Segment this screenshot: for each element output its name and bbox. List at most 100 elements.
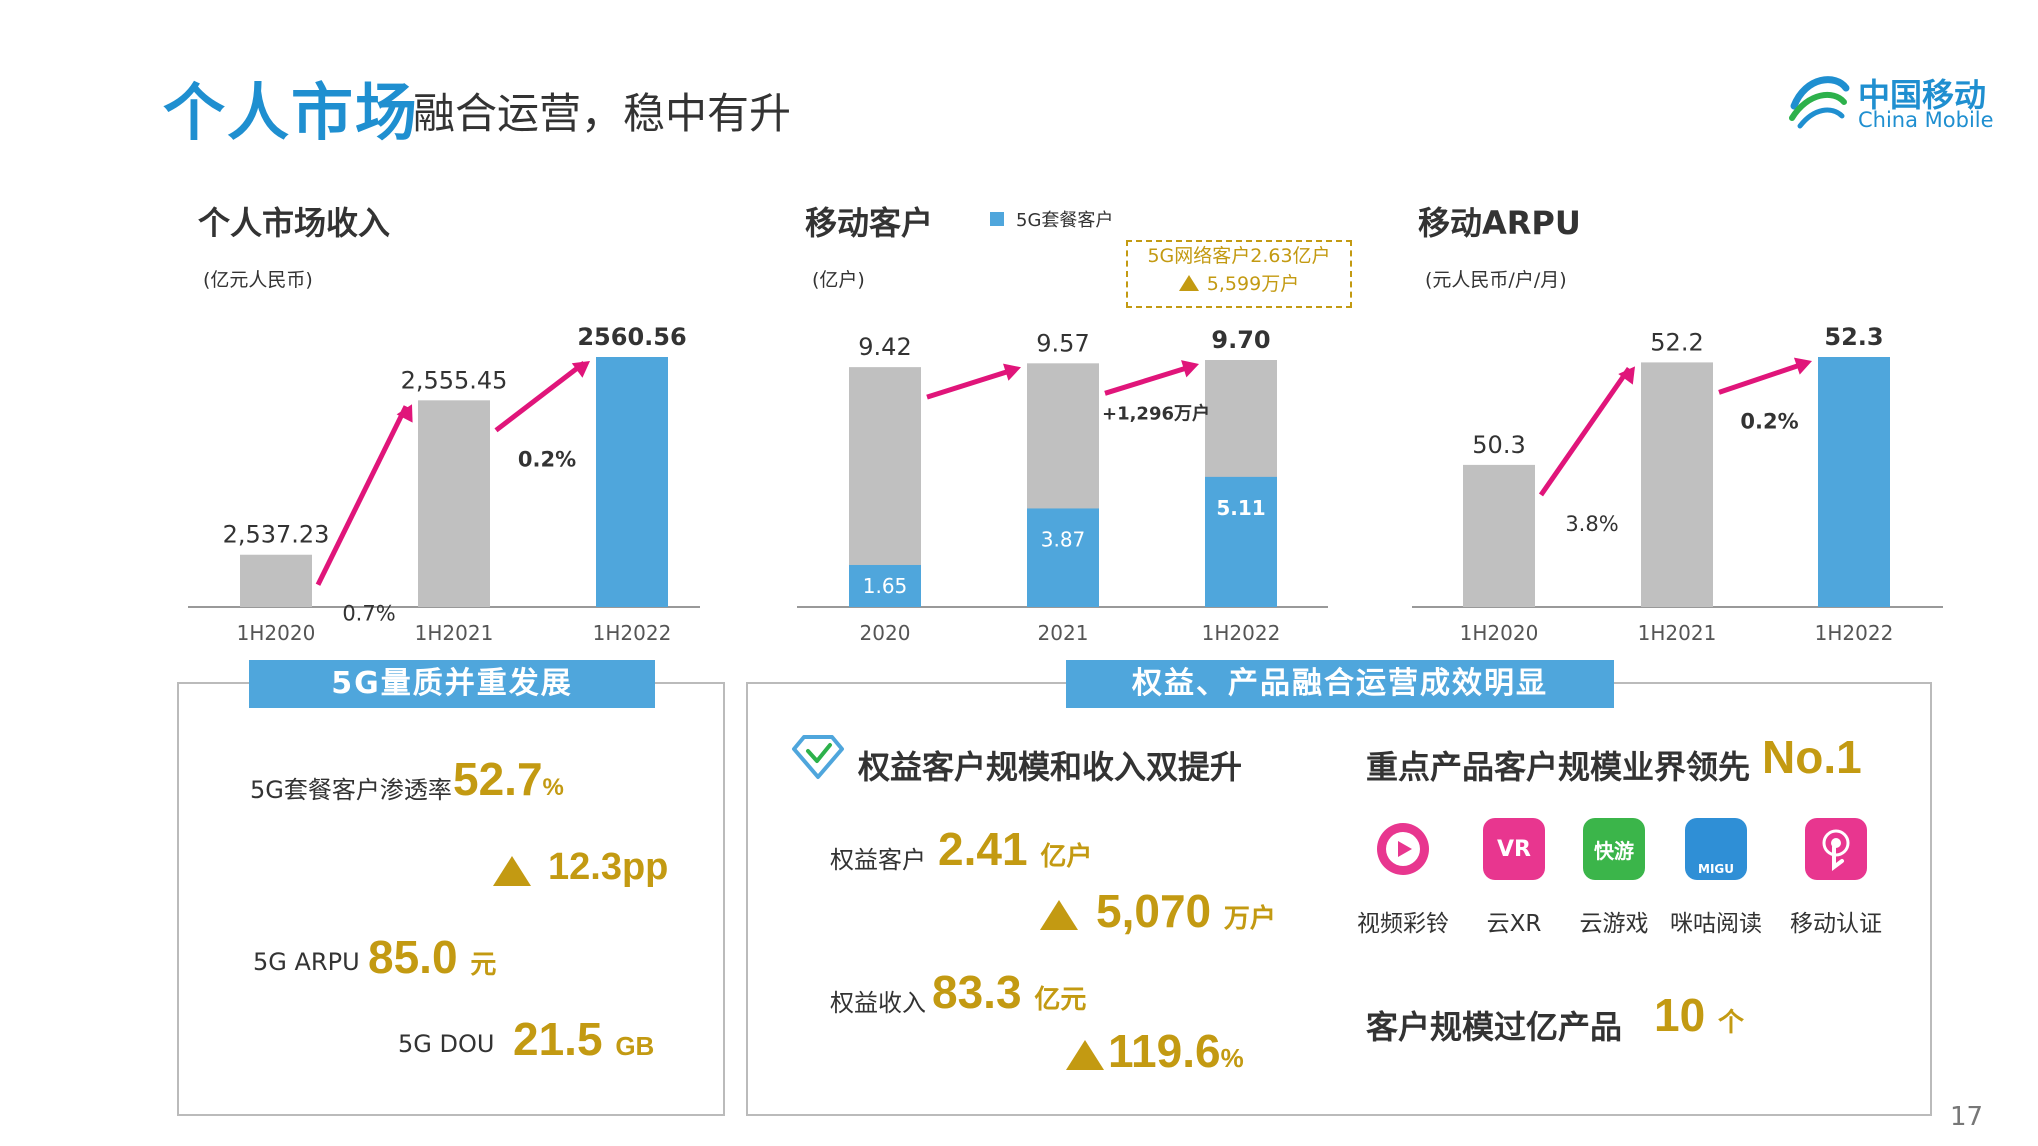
callout-line2-text: 5,599万户 (1206, 273, 1300, 295)
chart1-tick-label-1H2021: 1H2021 (415, 621, 494, 645)
rights-customers-change-unit: 万户 (1223, 903, 1276, 933)
chart1-growth-label-2: 0.2% (518, 447, 576, 471)
up-triangle-icon (1040, 900, 1078, 934)
rights-revenue-number: 83.3 (932, 966, 1022, 1018)
dou-5g-label: 5G DOU (398, 1030, 495, 1058)
rights-revenue-change-number: 119.6 (1108, 1025, 1221, 1077)
chart1-title: 个人市场收入 (198, 204, 391, 242)
rights-customers-number: 2.41 (938, 823, 1028, 875)
chart3-growth-arrow-2-line (1718, 360, 1807, 395)
rights-revenue-change-unit: % (1220, 1043, 1244, 1073)
chart3-value-label-1H2021: 52.2 (1650, 328, 1703, 356)
chart1-growth-arrow-2-line (494, 361, 586, 433)
chart3-growth-label-2: 0.2% (1740, 409, 1798, 433)
chart1-value-label-1H2020: 2,537.23 (223, 521, 330, 549)
chart2-growth-arrow-2-line (1104, 363, 1194, 396)
chart1-value-label-1H2021: 2,555.45 (401, 366, 508, 394)
migu-reading-icon: MIGU (1685, 818, 1747, 880)
chart2-value-label-2020: 9.42 (858, 333, 911, 361)
penetration-change: 12.3pp (548, 846, 669, 888)
mobile-auth-icon (1805, 818, 1867, 880)
chart1-bar-1H2020 (240, 554, 312, 607)
chart3-bar-1H2021 (1641, 362, 1713, 607)
callout-line1: 5G网络客户2.63亿户 (1147, 245, 1331, 267)
chart2-5g-bar-2020 (849, 564, 921, 607)
callout-line2: 5,599万户 (1128, 270, 1350, 298)
page-number: 17 (1950, 1102, 1984, 1132)
arpu-5g-number: 85.0 (368, 931, 458, 983)
chart3-value-label-1H2022: 52.3 (1824, 323, 1883, 351)
chart2-tick-label-2021: 2021 (1038, 621, 1089, 645)
up-triangle-icon (1066, 1040, 1104, 1074)
up-triangle-icon (1178, 275, 1199, 291)
dou-5g-unit: GB (615, 1031, 655, 1061)
diamond-check-icon (792, 735, 844, 779)
penetration-value: 52.7% (453, 752, 564, 806)
chart3-growth-arrow-1-line (1538, 366, 1632, 497)
panel-rights-products (746, 682, 1932, 1116)
chart2-value-label-1H2022: 9.70 (1211, 326, 1270, 354)
chart3-growth-arrow-1-head (1618, 366, 1635, 385)
chart3-tick-label-1H2021: 1H2021 (1638, 621, 1717, 645)
page-subtitle: 融合运营，稳中有升 (413, 89, 792, 138)
chart2-growth-arrow-1-line (926, 366, 1016, 400)
arpu-5g-unit: 元 (470, 949, 497, 979)
chart2-5g-label-1H2022: 5.11 (1216, 496, 1265, 520)
app-name-video-ringtone: 视频彩铃 (1357, 911, 1449, 937)
rights-revenue-label: 权益收入 (830, 989, 926, 1017)
arpu-5g-value: 85.0 元 (368, 930, 496, 984)
cloud-xr-icon: VR (1483, 818, 1545, 880)
rights-customers-unit: 亿户 (1040, 841, 1093, 871)
cloud-game-icon: 快游 (1583, 818, 1645, 880)
chart3-tick-label-1H2022: 1H2022 (1815, 621, 1894, 645)
chart3-bar-1H2020 (1463, 464, 1535, 607)
rights-revenue-change: 119.6% (1108, 1024, 1244, 1078)
billion-products-label: 客户规模过亿产品 (1366, 1008, 1623, 1046)
logo-text-en: China Mobile (1858, 108, 1994, 132)
banner-5g: 5G量质并重发展 (249, 660, 655, 708)
billion-products-value: 10 个 (1654, 988, 1744, 1042)
app-name-cloud-xr: 云XR (1486, 911, 1542, 937)
legend-swatch-5g (990, 212, 1004, 226)
penetration-number: 52.7 (453, 753, 543, 805)
rights-revenue-unit: 亿元 (1034, 984, 1087, 1014)
legend-label-5g: 5G套餐客户 (1016, 210, 1114, 231)
chart2-tick-label-1H2022: 1H2022 (1202, 621, 1281, 645)
chart3-tick-label-1H2020: 1H2020 (1460, 621, 1539, 645)
rights-customers-change: 5,070 万户 (1096, 884, 1276, 938)
chart3-growth-arrow-2-head (1793, 357, 1812, 375)
callout-5g-network: 5G网络客户2.63亿户 5,599万户 (1126, 240, 1352, 308)
dou-5g-number: 21.5 (513, 1013, 603, 1065)
up-triangle-icon (493, 856, 531, 890)
china-mobile-logo-icon (1789, 76, 1850, 129)
app-name-cloud-game: 云游戏 (1579, 911, 1649, 937)
rights-revenue-value: 83.3 亿元 (932, 965, 1086, 1019)
rights-title: 权益客户规模和收入双提升 (858, 748, 1243, 786)
chart2-5g-bar-2021 (1027, 508, 1099, 607)
app-name-mobile-auth: 移动认证 (1790, 911, 1882, 937)
penetration-unit: % (542, 774, 564, 801)
video-ringtone-icon (1372, 818, 1434, 880)
chart2-5g-label-2020: 1.65 (863, 574, 908, 598)
chart2-5g-bar-1H2022 (1205, 476, 1277, 607)
app-name-migu-reading: 咪咕阅读 (1670, 911, 1762, 937)
chart3-bar-1H2022 (1818, 357, 1890, 607)
chart2-growth-arrow-2-head (1181, 360, 1199, 378)
products-rank: No.1 (1762, 731, 1862, 783)
chart1-tick-label-1H2022: 1H2022 (593, 621, 672, 645)
chart2-unit: (亿户) (812, 269, 865, 291)
chart1-growth-label-1: 0.7% (342, 602, 395, 626)
charts-area: 2,537.23 1H2020 2,555.45 1H2021 2560.56 1H202… (188, 323, 1943, 645)
billion-products-number: 10 (1654, 989, 1706, 1041)
banner-rights-products: 权益、产品融合运营成效明显 (1066, 660, 1614, 708)
chart2-5g-label-2021: 3.87 (1041, 527, 1086, 551)
rights-customers-value: 2.41 亿户 (938, 822, 1092, 876)
dou-5g-value: 21.5 GB (513, 1012, 654, 1066)
chart2-tick-label-2020: 2020 (860, 621, 911, 645)
penetration-label: 5G套餐客户渗透率 (250, 776, 452, 804)
chart3-growth-label-1: 3.8% (1565, 512, 1618, 536)
chart1-bar-1H2022 (596, 357, 668, 607)
rights-customers-label: 权益客户 (830, 846, 926, 874)
chart2-title: 移动客户 (805, 204, 934, 242)
